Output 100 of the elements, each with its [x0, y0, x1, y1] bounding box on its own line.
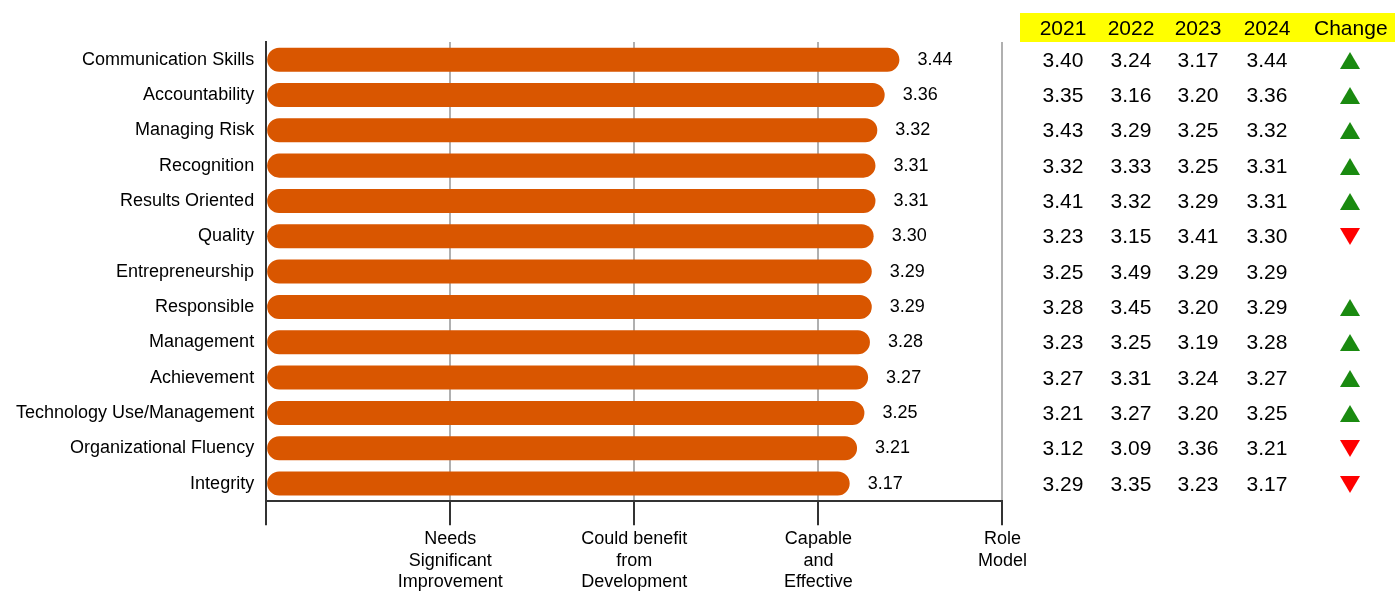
data-label: 3.15 — [1098, 220, 1164, 253]
data-label: 3.44 — [917, 48, 953, 69]
data-label: 3.16 — [1098, 78, 1164, 111]
bar — [267, 47, 900, 72]
data-label: 3.32 — [1098, 184, 1164, 217]
data-label: 3.17 — [1234, 467, 1300, 500]
data-label: 3.31 — [893, 154, 929, 175]
data-label: 3.20 — [1165, 78, 1231, 111]
data-label: 3.25 — [1030, 255, 1096, 288]
data-label: 3.12 — [1030, 432, 1096, 465]
x-tick-label: 2021 — [1038, 15, 1088, 41]
data-label: 3.36 — [1234, 78, 1300, 111]
data-label: 3.35 — [1030, 78, 1096, 111]
data-label: 3.31 — [893, 189, 929, 210]
data-label: 3.30 — [1234, 220, 1300, 253]
data-label: 3.25 — [1098, 326, 1164, 359]
data-label: 3.27 — [1098, 396, 1164, 429]
ref-line-label: Needs Significant Improvement — [397, 527, 503, 592]
data-label: 3.32 — [1234, 114, 1300, 147]
y-tick-label: Achievement — [150, 366, 255, 387]
bar — [267, 224, 874, 249]
bar — [267, 471, 850, 496]
data-label: 3.36 — [902, 83, 938, 104]
ref-line-label: Role Model — [977, 527, 1027, 570]
y-tick-label: Technology Use/Management — [16, 401, 255, 422]
x-tick-label: 2024 — [1242, 15, 1292, 41]
data-label: 3.25 — [1234, 396, 1300, 429]
data-label: 3.44 — [1234, 43, 1300, 76]
data-label: 3.21 — [1234, 432, 1300, 465]
bar — [267, 400, 865, 425]
data-label: 3.23 — [1030, 326, 1096, 359]
bar — [267, 365, 869, 390]
y-tick-label: Accountability — [143, 83, 255, 104]
data-label: 3.41 — [1165, 220, 1231, 253]
x-tick-label: 2023 — [1173, 15, 1223, 41]
data-label: 3.45 — [1098, 290, 1164, 323]
data-label: 3.25 — [1165, 114, 1231, 147]
y-tick-label: Responsible — [155, 295, 255, 316]
data-label: 3.25 — [1165, 149, 1231, 182]
data-label: 3.29 — [1165, 184, 1231, 217]
y-tick-label: Management — [149, 331, 255, 352]
data-label: 3.29 — [1234, 255, 1300, 288]
x-tick-label: Change — [1314, 15, 1388, 41]
data-label: 3.32 — [895, 119, 931, 140]
data-label: 3.09 — [1098, 432, 1164, 465]
data-label: 3.28 — [1030, 290, 1096, 323]
data-label: 3.27 — [886, 366, 922, 387]
data-label: 3.17 — [1165, 43, 1231, 76]
bar — [267, 153, 876, 178]
data-label: 3.43 — [1030, 114, 1096, 147]
bar — [267, 294, 872, 319]
data-label: 3.29 — [1030, 467, 1096, 500]
data-label: 3.33 — [1098, 149, 1164, 182]
data-label: 3.41 — [1030, 184, 1096, 217]
data-label: 3.31 — [1234, 149, 1300, 182]
data-label: 3.20 — [1165, 290, 1231, 323]
ref-line-label: Could benefit from Development — [581, 527, 688, 592]
data-label: 3.21 — [1030, 396, 1096, 429]
y-tick-label: Quality — [198, 225, 255, 246]
data-label: 3.29 — [889, 260, 925, 281]
data-label: 3.36 — [1165, 432, 1231, 465]
data-label: 3.24 — [1098, 43, 1164, 76]
data-label: 3.27 — [1234, 361, 1300, 394]
ref-line-label: Capable and Effective — [784, 527, 853, 592]
data-label: 3.31 — [1098, 361, 1164, 394]
data-label: 3.40 — [1030, 43, 1096, 76]
y-tick-label: Managing Risk — [135, 119, 256, 140]
data-label: 3.27 — [1030, 361, 1096, 394]
data-label: 3.24 — [1165, 361, 1231, 394]
y-tick-label: Organizational Fluency — [70, 437, 255, 458]
bar — [267, 118, 878, 143]
data-label: 3.21 — [875, 437, 911, 458]
data-label: 3.29 — [1234, 290, 1300, 323]
bar — [267, 330, 870, 355]
y-tick-label: Recognition — [159, 154, 255, 175]
y-tick-label: Communication Skills — [82, 48, 255, 69]
data-label: 3.29 — [1098, 114, 1164, 147]
data-label: 3.49 — [1098, 255, 1164, 288]
data-label: 3.28 — [1234, 326, 1300, 359]
bar — [267, 188, 876, 213]
data-label: 3.29 — [1165, 255, 1231, 288]
y-tick-label: Results Oriented — [120, 189, 255, 210]
data-label: 3.25 — [882, 401, 918, 422]
data-label: 3.20 — [1165, 396, 1231, 429]
x-tick-label: 2022 — [1106, 15, 1156, 41]
data-label: 3.31 — [1234, 184, 1300, 217]
data-label: 3.23 — [1030, 220, 1096, 253]
bar — [267, 82, 885, 107]
bar — [267, 259, 872, 284]
data-label: 3.29 — [889, 295, 925, 316]
data-label: 3.23 — [1165, 467, 1231, 500]
data-label: 3.19 — [1165, 326, 1231, 359]
data-label: 3.28 — [887, 331, 923, 352]
data-label: 3.30 — [891, 225, 927, 246]
data-label: 3.17 — [867, 472, 903, 493]
data-label: 3.32 — [1030, 149, 1096, 182]
y-tick-label: Integrity — [190, 472, 255, 493]
bar — [267, 436, 858, 461]
data-label: 3.35 — [1098, 467, 1164, 500]
y-tick-label: Entrepreneurship — [116, 260, 255, 281]
